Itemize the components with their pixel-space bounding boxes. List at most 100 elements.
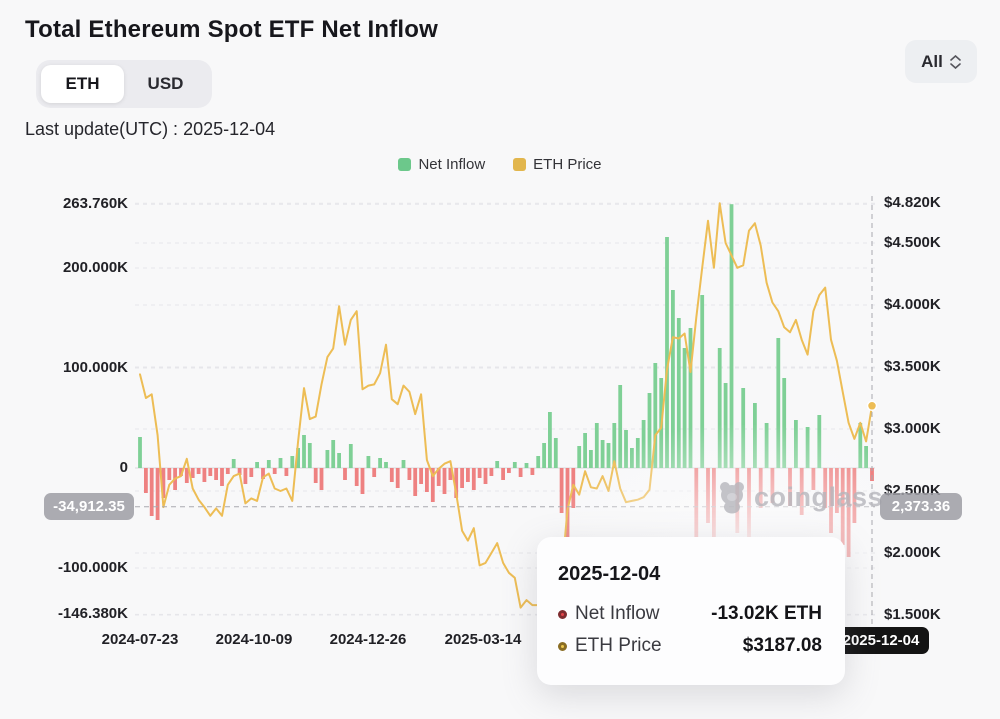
tooltip-row: ETH Price $3187.08 xyxy=(558,635,822,657)
net-inflow-bar xyxy=(354,468,359,486)
price-point-dot xyxy=(866,400,878,412)
net-inflow-bar xyxy=(372,468,377,477)
crosshair-date-badge: 2025-12-04 xyxy=(833,627,929,654)
net-inflow-bar xyxy=(313,468,318,483)
crosshair-left-value-badge: -34,912.35 xyxy=(44,493,134,520)
net-inflow-bar xyxy=(477,468,482,478)
net-inflow-bar xyxy=(471,468,476,490)
crosshair-right-value-badge: 2,373.36 xyxy=(880,493,962,520)
net-inflow-bar xyxy=(378,458,382,468)
net-inflow-bar xyxy=(384,462,388,468)
net-inflow-bar xyxy=(255,462,259,468)
tooltip-label: ETH Price xyxy=(575,635,662,656)
net-inflow-bar xyxy=(360,468,365,494)
net-inflow-bar xyxy=(302,435,306,468)
net-inflow-swatch-icon xyxy=(398,158,412,171)
net-inflow-bar xyxy=(653,363,658,468)
net-inflow-bar xyxy=(307,443,312,468)
net-inflow-dot-icon xyxy=(558,609,567,619)
net-inflow-bar xyxy=(518,468,523,477)
net-inflow-bar xyxy=(512,462,517,468)
net-inflow-bar xyxy=(536,456,541,468)
net-inflow-bar xyxy=(442,468,447,494)
legend-item-net-inflow[interactable]: Net Inflow xyxy=(398,156,485,173)
net-inflow-bar xyxy=(225,468,230,474)
range-selector[interactable]: All xyxy=(905,40,977,83)
net-inflow-bar xyxy=(501,468,505,480)
tooltip-value: -13.02K ETH xyxy=(711,603,822,624)
net-inflow-bar xyxy=(202,468,207,482)
net-inflow-bar xyxy=(231,459,236,468)
legend-item-eth-price[interactable]: ETH Price xyxy=(513,156,602,173)
net-inflow-bar xyxy=(337,453,341,468)
net-inflow-bar xyxy=(688,328,693,468)
net-inflow-bar xyxy=(413,468,418,496)
net-inflow-bar xyxy=(682,348,687,468)
net-inflow-bar xyxy=(419,468,423,484)
page-title: Total Ethereum Spot ETF Net Inflow xyxy=(25,16,439,43)
net-inflow-bar xyxy=(524,463,529,468)
net-inflow-bar xyxy=(395,468,400,488)
net-inflow-bar xyxy=(161,468,166,498)
net-inflow-bar xyxy=(290,456,295,468)
net-inflow-bar xyxy=(348,444,353,468)
net-inflow-bar xyxy=(782,378,787,468)
net-inflow-bar xyxy=(430,468,435,502)
currency-toggle: ETH USD xyxy=(36,60,212,108)
net-inflow-bar xyxy=(676,318,681,468)
net-inflow-bar xyxy=(243,468,248,484)
net-inflow-bar xyxy=(343,468,347,480)
net-inflow-bar xyxy=(425,468,429,492)
net-inflow-bar xyxy=(483,468,488,484)
net-inflow-bar xyxy=(149,468,154,516)
net-inflow-bar xyxy=(237,468,242,475)
net-inflow-bar xyxy=(249,468,254,477)
legend-label: ETH Price xyxy=(533,156,602,173)
net-inflow-bar xyxy=(489,468,494,476)
watermark-text: coinglass xyxy=(754,481,884,512)
toggle-option-eth[interactable]: ETH xyxy=(41,65,124,103)
net-inflow-bar xyxy=(665,237,669,468)
net-inflow-bar xyxy=(401,460,406,468)
last-update-text: Last update(UTC) : 2025-12-04 xyxy=(25,119,276,139)
coinglass-logo-icon xyxy=(720,482,744,514)
net-inflow-bar xyxy=(366,456,371,468)
net-inflow-bar xyxy=(331,440,336,468)
net-inflow-bar xyxy=(179,468,183,476)
net-inflow-bar xyxy=(495,461,500,468)
net-inflow-bar xyxy=(717,348,722,468)
net-inflow-bar xyxy=(700,295,705,468)
toggle-option-usd[interactable]: USD xyxy=(147,74,184,93)
net-inflow-bar xyxy=(214,468,218,480)
tooltip-row: Net Inflow -13.02K ETH xyxy=(558,603,822,625)
net-inflow-bar xyxy=(138,437,142,468)
net-inflow-bar xyxy=(208,468,213,476)
net-inflow-bar xyxy=(319,468,324,490)
chart-tooltip: 2025-12-04 Net Inflow -13.02K ETH ETH Pr… xyxy=(537,537,845,685)
net-inflow-bar xyxy=(144,468,148,493)
net-inflow-bar xyxy=(542,443,546,468)
eth-price-dot-icon xyxy=(558,641,567,651)
net-inflow-bar xyxy=(266,460,271,468)
tooltip-label: Net Inflow xyxy=(575,603,660,624)
net-inflow-bar xyxy=(272,468,277,474)
net-inflow-bar xyxy=(870,468,874,481)
net-inflow-bar xyxy=(407,468,412,480)
net-inflow-bar xyxy=(325,450,330,468)
legend-label: Net Inflow xyxy=(418,156,486,173)
net-inflow-bar xyxy=(296,448,300,468)
net-inflow-bar xyxy=(284,468,289,476)
net-inflow-bar xyxy=(454,468,459,498)
chevron-up-down-icon xyxy=(950,54,961,69)
net-inflow-bar xyxy=(507,468,511,473)
coinglass-watermark: coinglass xyxy=(716,480,883,514)
net-inflow-bar xyxy=(671,290,675,468)
net-inflow-bar xyxy=(466,468,470,482)
net-inflow-bar xyxy=(184,468,189,483)
eth-price-swatch-icon xyxy=(513,158,527,171)
net-inflow-bar xyxy=(530,468,535,475)
net-inflow-bar xyxy=(167,468,172,480)
net-inflow-bar xyxy=(196,468,201,474)
net-inflow-bar xyxy=(436,468,441,486)
net-inflow-bar xyxy=(220,468,224,486)
